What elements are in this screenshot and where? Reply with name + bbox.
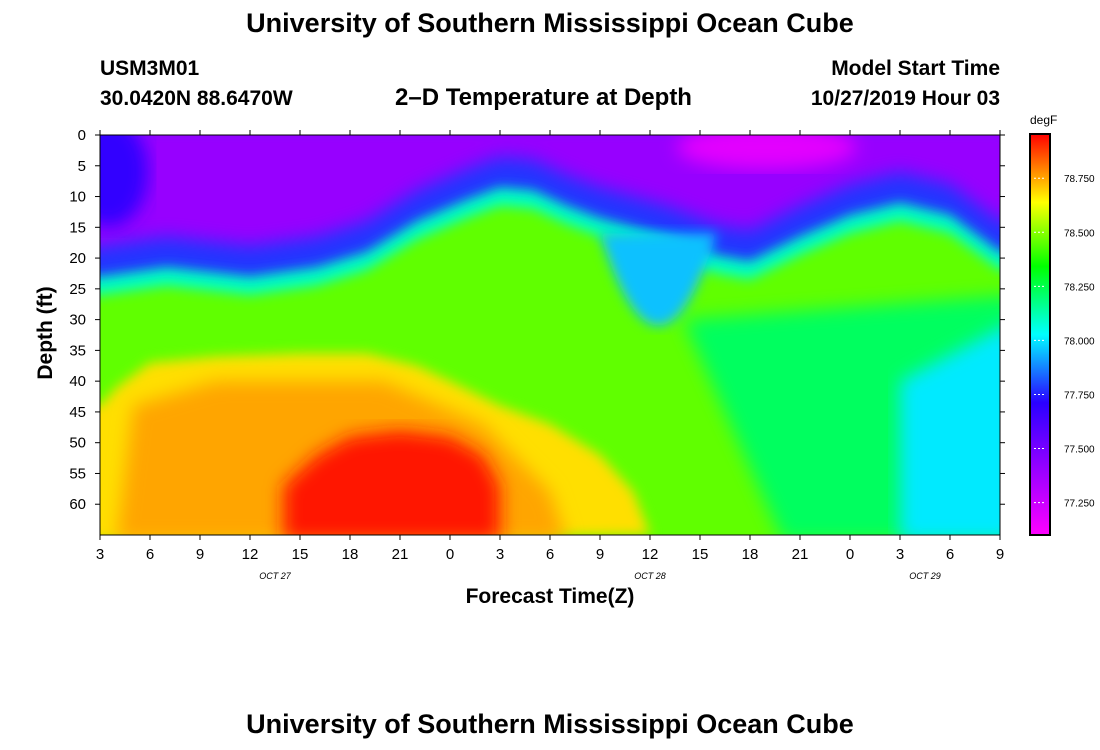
axes: 3 6 9 12 15 18 21 0 3 6 9 12 15 18 21 0 3 6 9 OCT 27 OCT 28 O… [69, 127, 1005, 581]
x-tick-label: 18 [742, 546, 759, 563]
temperature-heatmap [100, 135, 1000, 535]
x-tick-label: 9 [196, 546, 204, 563]
colorbar-tick-label: 78.750 [1064, 174, 1095, 185]
x-tick-label: 6 [546, 546, 554, 563]
x-tick-label: 9 [596, 546, 604, 563]
plot-title: 2–D Temperature at Depth [395, 84, 692, 111]
y-tick-label: 0 [78, 127, 86, 144]
x-tick-label: 0 [446, 546, 454, 563]
colorbar-tick-label: 78.500 [1064, 228, 1095, 239]
date-label: OCT 29 [909, 571, 941, 581]
colorbar-scale [1029, 133, 1051, 536]
x-axis-title: Forecast Time(Z) [465, 585, 635, 608]
y-tick-label: 20 [69, 250, 86, 267]
colorbar-tick-label: 78.000 [1064, 336, 1095, 347]
colorbar-tick-label: 77.250 [1064, 499, 1095, 510]
west-surface-blue [100, 135, 149, 227]
colorbar-tick-label: 77.750 [1064, 390, 1095, 401]
hot-core [283, 430, 500, 535]
x-tick-label: 15 [292, 546, 309, 563]
x-tick-label: 0 [846, 546, 854, 563]
y-tick-label: 55 [69, 465, 86, 482]
east-deep-layer [900, 328, 1000, 535]
x-tick-label: 6 [146, 546, 154, 563]
x-tick-label: 15 [692, 546, 709, 563]
x-tick-label: 18 [342, 546, 359, 563]
x-tick-label: 3 [496, 546, 504, 563]
colorbar-unit: degF [1030, 113, 1058, 127]
x-tick-label: 3 [896, 546, 904, 563]
x-tick-label: 9 [996, 546, 1004, 563]
y-tick-label: 30 [69, 312, 86, 329]
date-label: OCT 27 [259, 571, 292, 581]
x-tick-label: 12 [642, 546, 659, 563]
model-start-label: Model Start Time [831, 57, 1000, 80]
cool-pocket [600, 233, 717, 326]
colorbar-tick-label: 77.500 [1064, 445, 1095, 456]
y-tick-label: 50 [69, 435, 86, 452]
x-tick-label: 6 [946, 546, 954, 563]
x-tick-label: 3 [96, 546, 104, 563]
colorbar: 78.750 78.500 78.250 78.000 77.750 77.500 77.2… [1029, 133, 1095, 536]
date-label: OCT 28 [634, 571, 666, 581]
surface-magenta-patch [676, 135, 857, 170]
model-start-value: 10/27/2019 Hour 03 [810, 87, 1000, 110]
colorbar-tick-label: 78.250 [1064, 282, 1095, 293]
y-tick-label: 25 [69, 281, 86, 298]
y-tick-label: 60 [69, 496, 86, 513]
station-coordinates: 30.0420N 88.6470W [100, 87, 293, 110]
page-title-top: University of Southern Mississippi Ocean… [246, 8, 854, 38]
y-tick-label: 10 [69, 189, 86, 206]
x-tick-label: 12 [242, 546, 259, 563]
y-tick-label: 5 [78, 158, 86, 175]
y-tick-label: 35 [69, 342, 86, 359]
x-tick-label: 21 [392, 546, 409, 563]
y-tick-label: 45 [69, 404, 86, 421]
y-tick-label: 15 [69, 219, 86, 236]
page-title-bottom: University of Southern Mississippi Ocean… [246, 709, 854, 739]
station-id: USM3M01 [100, 57, 200, 80]
y-tick-label: 40 [69, 373, 86, 390]
x-tick-label: 21 [792, 546, 809, 563]
